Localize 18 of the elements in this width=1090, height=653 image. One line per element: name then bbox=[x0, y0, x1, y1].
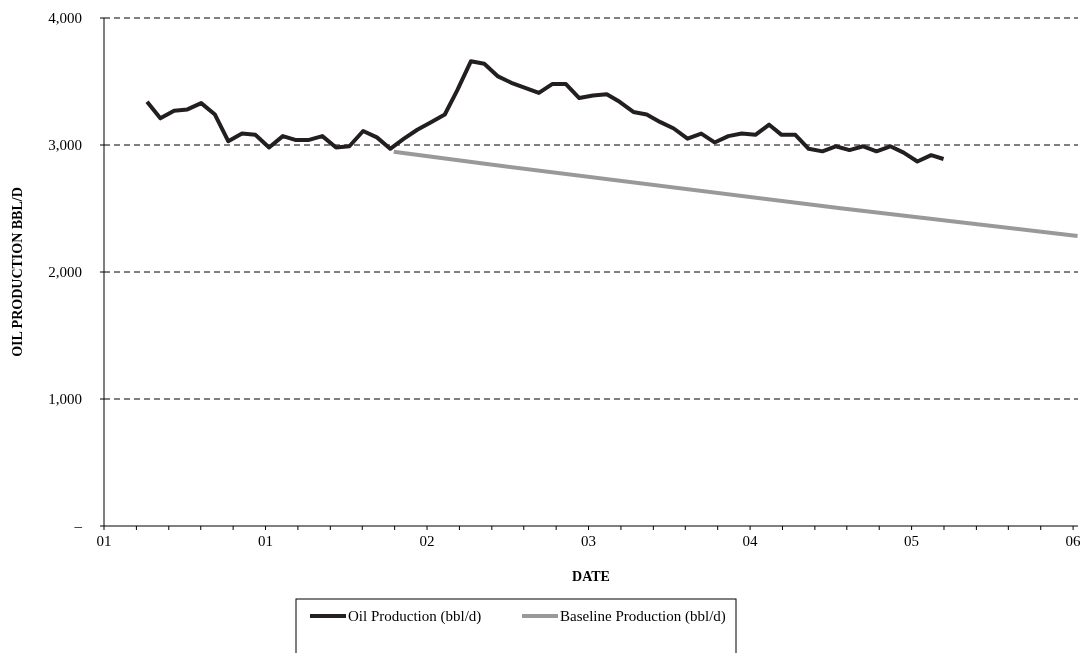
line-series bbox=[391, 149, 1080, 239]
x-tick-label: 03 bbox=[581, 533, 597, 549]
y-tick-label: – bbox=[73, 518, 83, 534]
x-tick-label: 05 bbox=[904, 533, 920, 549]
x-axis-title: DATE bbox=[572, 569, 610, 584]
y-axis-title: OIL PRODUCTION BBL/D bbox=[10, 187, 25, 357]
x-tick-label: 01 bbox=[258, 533, 274, 549]
legend-label: Oil Production (bbl/d) bbox=[348, 608, 482, 625]
line-series bbox=[145, 59, 946, 164]
x-tick-label: 06 bbox=[1065, 533, 1082, 549]
x-tick-label: 04 bbox=[742, 533, 759, 549]
legend-label: Baseline Production (bbl/d) bbox=[560, 608, 726, 625]
y-tick-label: 1,000 bbox=[48, 391, 82, 407]
y-tick-label: 3,000 bbox=[48, 137, 82, 153]
y-tick-label: 4,000 bbox=[48, 10, 82, 26]
x-tick-label: 01 bbox=[96, 533, 112, 549]
x-tick-label: 02 bbox=[419, 533, 435, 549]
y-tick-label: 2,000 bbox=[48, 264, 82, 280]
